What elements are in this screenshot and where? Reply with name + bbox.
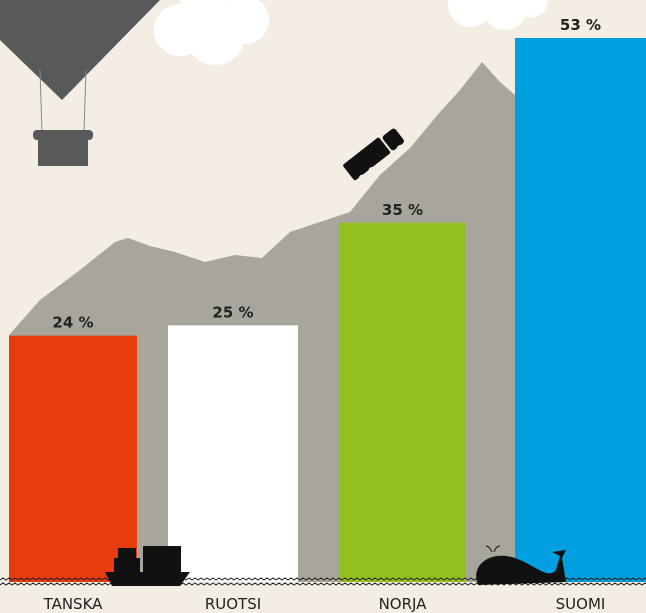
category-label: TANSKA (43, 595, 104, 613)
value-label: 24 % (52, 314, 93, 332)
truck (343, 128, 405, 183)
bar (9, 335, 137, 582)
value-label: 35 % (382, 201, 423, 219)
whale (476, 545, 566, 585)
bar (515, 38, 646, 582)
bar (339, 222, 466, 583)
hot-air-balloon (0, 0, 160, 166)
category-label: RUOTSI (205, 595, 261, 613)
value-label: 25 % (212, 303, 253, 321)
bars (9, 38, 646, 583)
category-label: NORJA (379, 595, 428, 613)
value-label: 53 % (560, 16, 601, 34)
cloud (154, 0, 548, 65)
category-label: SUOMI (556, 595, 606, 613)
ship (105, 546, 190, 586)
bar (168, 325, 298, 582)
